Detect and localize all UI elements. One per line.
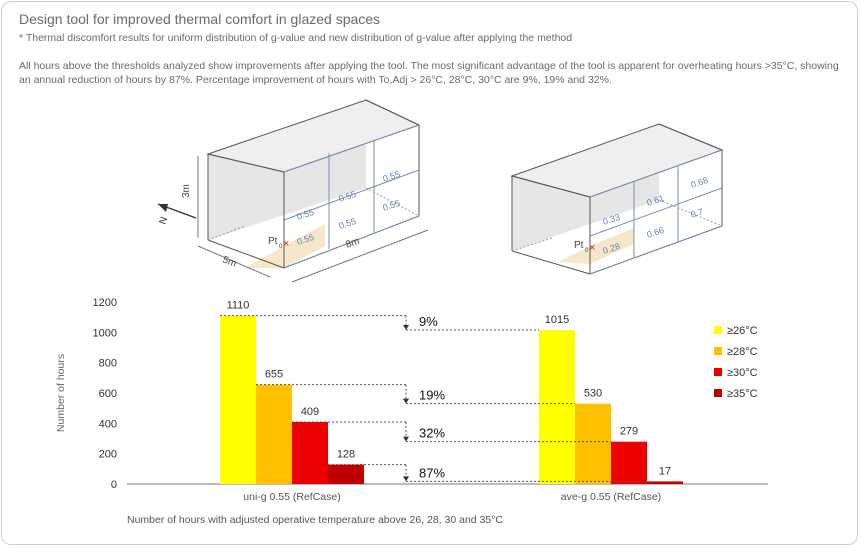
legend-swatch: [714, 368, 722, 376]
height-label: 3m: [181, 184, 192, 198]
reduction-arrow-head: [403, 436, 409, 442]
point-marker: ×: [283, 238, 289, 250]
reduction-label: 19%: [419, 388, 445, 403]
legend-label: ≥30°C: [727, 367, 758, 379]
bar: [611, 441, 647, 484]
description-text: All hours above the thresholds analyzed …: [19, 60, 839, 86]
right-room-diagram: [510, 123, 724, 275]
left-room-diagram: [157, 99, 429, 283]
data-label: 655: [265, 369, 283, 381]
bar: [256, 384, 292, 484]
y-axis-label: Number of hours: [55, 354, 67, 432]
legend-swatch: [714, 326, 722, 334]
legend-label: ≥26°C: [727, 325, 758, 337]
legend-label: ≥35°C: [727, 388, 758, 400]
point-marker: ×: [589, 242, 595, 254]
legend-label: ≥28°C: [727, 346, 758, 358]
category-label: ave-g 0.55 (RefCase): [561, 491, 661, 503]
point-subscript: 0: [279, 244, 283, 250]
bar: [292, 421, 328, 484]
y-tick-label: 600: [99, 388, 117, 400]
reduction-label: 87%: [419, 465, 445, 480]
y-tick-label: 1000: [93, 327, 117, 339]
data-label: 409: [301, 406, 319, 418]
y-tick-label: 400: [99, 418, 117, 430]
point-subscript: 0: [585, 248, 589, 254]
data-label: 279: [620, 426, 638, 438]
bar: [575, 403, 611, 484]
left-room-floor-shading: [245, 224, 325, 268]
reduction-arrow-head: [403, 325, 409, 331]
bar: [539, 330, 575, 484]
data-label: 128: [337, 449, 355, 461]
category-label: uni-g 0.55 (RefCase): [243, 491, 340, 503]
y-tick-label: 200: [99, 449, 117, 461]
reduction-arrow-head: [403, 398, 409, 404]
point-label: Pt: [268, 236, 278, 247]
bar: [220, 315, 256, 484]
page-title: Design tool for improved thermal comfort…: [19, 11, 381, 27]
data-label: 17: [659, 465, 671, 477]
bar: [328, 464, 364, 484]
g-value-label: 0.7: [690, 207, 705, 220]
y-tick-label: 0: [111, 479, 117, 491]
data-label: 1015: [545, 314, 569, 326]
right-room-floor-shading: [558, 228, 634, 264]
point-label: Pt: [574, 240, 584, 251]
width-label: 5m: [221, 254, 238, 269]
page-subtitle: * Thermal discomfort results for uniform…: [19, 32, 573, 44]
chart-caption: Number of hours with adjusted operative …: [127, 514, 504, 526]
data-label: 530: [584, 388, 602, 400]
data-label: 1110: [227, 300, 250, 312]
north-label: N: [157, 215, 170, 226]
reduction-label: 9%: [419, 314, 438, 329]
legend-swatch: [714, 389, 722, 397]
reduction-arrow-head: [403, 476, 409, 482]
reduction-label: 32%: [419, 426, 445, 441]
y-tick-label: 800: [99, 358, 117, 370]
length-label: 8m: [344, 236, 361, 251]
bar: [647, 481, 683, 484]
legend-swatch: [714, 347, 722, 355]
y-tick-label: 1200: [93, 297, 117, 309]
